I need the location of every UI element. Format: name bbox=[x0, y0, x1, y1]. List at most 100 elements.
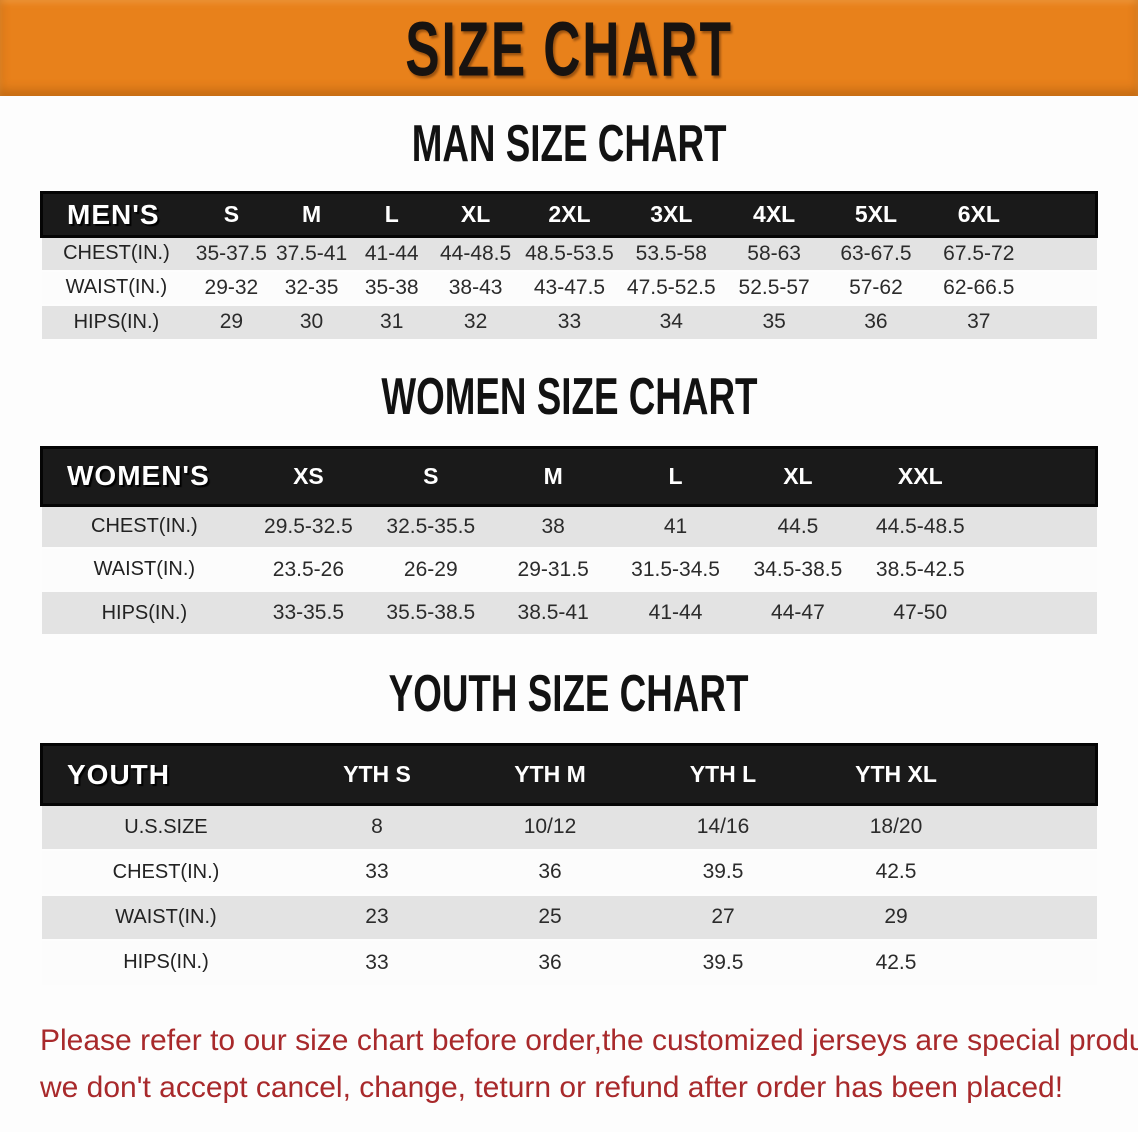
size-value-cell: 35-38 bbox=[364, 275, 419, 299]
size-value-cell: 33-35.5 bbox=[272, 601, 345, 624]
size-value-cell: 35-37.5 bbox=[195, 241, 267, 265]
table-row: U.S.SIZE 8 10/12 14/16 18/20 bbox=[41, 804, 1097, 850]
size-value-cell: 38.5-42.5 bbox=[875, 557, 965, 581]
size-value-cell: 47-50 bbox=[893, 601, 948, 624]
size-value-cell: 38 bbox=[541, 514, 565, 538]
size-column-header: XXL bbox=[859, 447, 982, 505]
disclaimer-note: Please refer to our size chart before or… bbox=[40, 1017, 1138, 1111]
size-column-header: L bbox=[351, 192, 432, 237]
row-spacer bbox=[983, 805, 1097, 850]
size-column-header: S bbox=[369, 447, 492, 505]
size-value-cell: 8 bbox=[371, 815, 383, 839]
size-value-cell: 47.5-52.5 bbox=[626, 275, 716, 299]
size-value-cell: 10/12 bbox=[523, 815, 577, 839]
size-value-cell: 32-35 bbox=[284, 275, 339, 299]
size-value-cell: 37.5-41 bbox=[275, 241, 348, 265]
men-section-title-text: MAN SIZE CHART bbox=[411, 115, 727, 173]
size-value-cell: 41-44 bbox=[648, 601, 703, 624]
header-spacer bbox=[1031, 192, 1097, 237]
disclaimer-line-1: Please refer to our size chart before or… bbox=[40, 1023, 1138, 1057]
size-column-header: 2XL bbox=[519, 192, 620, 237]
size-value-cell: 48.5-53.5 bbox=[525, 241, 614, 265]
size-value-cell: 26-29 bbox=[403, 557, 458, 581]
size-value-cell: 42.5 bbox=[875, 950, 917, 974]
table-row: CHEST(IN.) 35-37.5 37.5-41 41-44 44-48.5 48.5… bbox=[41, 236, 1097, 271]
size-value-cell: 53.5-58 bbox=[635, 241, 707, 265]
size-value-cell: 27 bbox=[711, 905, 735, 928]
size-column-header: S bbox=[191, 192, 272, 237]
size-value-cell: 58-63 bbox=[747, 241, 801, 265]
size-column-header: M bbox=[491, 447, 615, 505]
size-value-cell: 44.5-48.5 bbox=[875, 514, 965, 538]
row-spacer bbox=[981, 548, 1096, 591]
row-spacer bbox=[1031, 305, 1097, 339]
row-spacer bbox=[981, 591, 1096, 634]
header-spacer bbox=[981, 447, 1097, 505]
size-value-cell: 35.5-38.5 bbox=[386, 601, 476, 624]
size-value-cell: 41 bbox=[663, 514, 688, 538]
size-value-cell: 52.5-57 bbox=[738, 275, 810, 299]
size-column-header: YTH S bbox=[290, 744, 464, 805]
size-value-cell: 44.5 bbox=[777, 514, 819, 538]
row-label: WAIST(IN.) bbox=[65, 276, 168, 298]
size-column-header: 6XL bbox=[926, 192, 1031, 237]
men-size-section: MAN SIZE CHART MEN'S S M L XL 2XL 3XL 4XL 5XL 6XL… bbox=[0, 96, 1138, 339]
size-value-cell: 14/16 bbox=[696, 815, 750, 839]
size-value-cell: 44-48.5 bbox=[439, 241, 512, 265]
size-header-row: MEN'S S M L XL 2XL 3XL 4XL 5XL 6XL bbox=[41, 192, 1097, 237]
size-value-cell: 29.5-32.5 bbox=[264, 514, 353, 538]
size-value-cell: 23.5-26 bbox=[272, 557, 345, 581]
row-spacer bbox=[981, 505, 1096, 548]
size-column-header: YTH M bbox=[463, 744, 637, 805]
size-column-header: YTH L bbox=[636, 744, 810, 805]
row-label: HIPS(IN.) bbox=[123, 951, 209, 973]
size-value-cell: 32.5-35.5 bbox=[386, 514, 476, 538]
size-column-header: 4XL bbox=[722, 192, 826, 237]
women-section-title: WOMEN SIZE CHART bbox=[0, 339, 1138, 446]
size-value-cell: 36 bbox=[538, 950, 562, 974]
size-value-cell: 34 bbox=[659, 310, 683, 333]
row-spacer bbox=[1031, 271, 1097, 305]
youth-section-title: YOUTH SIZE CHART bbox=[0, 634, 1138, 743]
size-value-cell: 39.5 bbox=[702, 950, 744, 974]
size-value-cell: 18/20 bbox=[869, 815, 923, 839]
size-column-header: XS bbox=[247, 447, 370, 505]
row-label: CHEST(IN.) bbox=[91, 515, 198, 538]
women-size-table: WOMEN'S XS S M L XL XXL CHEST(IN.) 29.5-32.5 32.5… bbox=[40, 446, 1098, 634]
size-value-cell: 36 bbox=[538, 860, 562, 883]
table-row: CHEST(IN.) 29.5-32.5 32.5-35.5 38 41 44.5 44.5… bbox=[41, 505, 1097, 548]
header-spacer bbox=[982, 744, 1097, 805]
banner: SIZE CHART bbox=[0, 0, 1138, 96]
disclaimer-line-2: we don't accept cancel, change, teturn o… bbox=[40, 1070, 1064, 1104]
size-value-cell: 44-47 bbox=[771, 601, 825, 624]
table-row: HIPS(IN.) 29 30 31 32 33 34 35 36 37 bbox=[41, 304, 1097, 339]
size-column-header: L bbox=[614, 447, 737, 505]
size-value-cell: 63-67.5 bbox=[840, 241, 912, 265]
women-section-title-text: WOMEN SIZE CHART bbox=[380, 367, 758, 425]
row-label: HIPS(IN.) bbox=[73, 310, 160, 333]
size-value-cell: 23 bbox=[365, 905, 389, 928]
size-value-cell: 38-43 bbox=[448, 275, 503, 299]
size-value-cell: 33 bbox=[365, 950, 389, 974]
table-row: WAIST(IN.) 23 25 27 29 bbox=[41, 894, 1097, 940]
size-column-header: 5XL bbox=[825, 192, 927, 237]
men-section-title: MAN SIZE CHART bbox=[0, 96, 1138, 191]
table-row: HIPS(IN.) 33-35.5 35.5-38.5 38.5-41 41-44 44-… bbox=[41, 591, 1097, 634]
size-value-cell: 41-44 bbox=[364, 241, 419, 265]
youth-size-table: YOUTH YTH S YTH M YTH L YTH XL U.S.SIZE 8 10/12… bbox=[40, 743, 1098, 985]
size-value-cell: 62-66.5 bbox=[943, 275, 1015, 299]
size-value-cell: 29 bbox=[884, 905, 908, 928]
size-value-cell: 33 bbox=[557, 310, 582, 333]
row-label: WAIST(IN.) bbox=[115, 905, 217, 928]
size-value-cell: 37 bbox=[967, 310, 991, 333]
size-value-cell: 33 bbox=[365, 860, 389, 883]
size-value-cell: 29-32 bbox=[204, 275, 259, 299]
size-value-cell: 34.5-38.5 bbox=[753, 557, 843, 581]
size-column-header: 3XL bbox=[619, 192, 723, 237]
size-value-cell: 57-62 bbox=[849, 275, 903, 299]
size-value-cell: 36 bbox=[864, 310, 888, 333]
table-row: WAIST(IN.) 23.5-26 26-29 29-31.5 31.5-34.5 34… bbox=[41, 548, 1097, 591]
table-corner-label: MEN'S bbox=[41, 192, 192, 237]
table-row: CHEST(IN.) 33 36 39.5 42.5 bbox=[41, 849, 1097, 895]
size-value-cell: 25 bbox=[538, 905, 562, 928]
